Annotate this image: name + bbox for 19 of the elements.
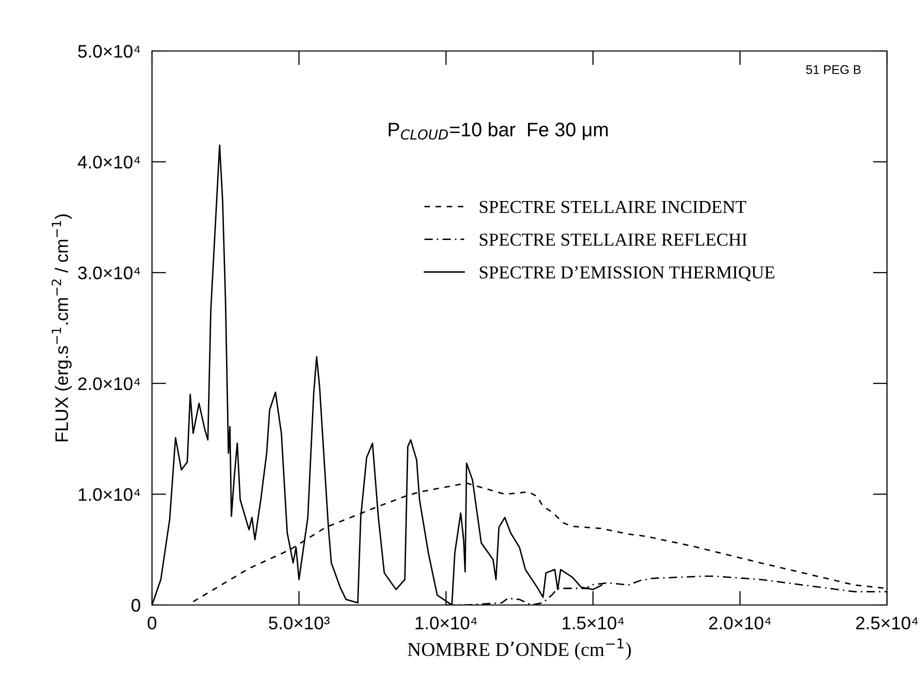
annotation: 51 PEG B	[806, 65, 861, 74]
y-axis-title: FLUX (erg.s$^{−1}$.cm$^{−2}$ / cm$^{−1}$)	[52, 214, 72, 442]
legend-label: SPECTRE STELLAIRE REFLECHI	[480, 234, 747, 246]
x-tick-label: 2.0×10⁴	[709, 616, 771, 630]
legend-label: SPECTRE D’EMISSION THERMIQUE	[480, 266, 774, 282]
x-tick-label: 0	[148, 616, 156, 630]
x-tick-label: 1.0×10⁴	[416, 616, 477, 630]
x-tick-label: 2.5×10⁴	[856, 616, 918, 630]
y-tick-label: 2.0×10⁴	[78, 377, 140, 390]
y-tick-label: 5.0×10⁴	[78, 44, 140, 58]
annotation: P$_{CLOUD}$=10 bar Fe 30 μm	[388, 122, 608, 140]
legend-label: SPECTRE STELLAIRE INCIDENT	[480, 200, 746, 214]
y-tick-label: 0	[132, 598, 140, 612]
x-tick-label: 1.5×10⁴	[562, 616, 624, 630]
y-tick-label: 4.0×10⁴	[78, 156, 140, 169]
x-axis-title: NOMBRE D’ONDE (cm$^{−1}$)	[408, 638, 631, 660]
y-tick-label: 1.0×10⁴	[78, 488, 140, 501]
y-tick-label: 3.0×10⁴	[78, 266, 140, 280]
x-tick-label: 5.0×10³	[268, 616, 330, 630]
